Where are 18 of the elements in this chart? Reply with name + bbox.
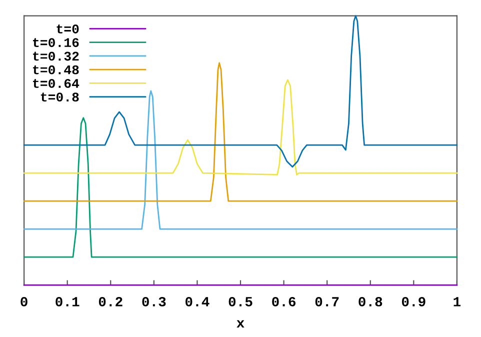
x-tick-label: 0.4 bbox=[186, 296, 210, 306]
x-tick-label: 0.8 bbox=[358, 296, 382, 306]
x-tick-label: 0.6 bbox=[272, 296, 296, 306]
x-tick-label: 0.5 bbox=[228, 296, 252, 306]
legend-label: t=0.8 bbox=[40, 92, 79, 102]
legend-label: t=0 bbox=[56, 24, 79, 34]
x-tick-label: 0.2 bbox=[98, 296, 122, 306]
x-tick-label: 0.7 bbox=[315, 296, 339, 306]
x-tick-label: 0.3 bbox=[142, 296, 166, 306]
x-axis-title: x bbox=[236, 320, 244, 328]
x-tick-label: 1 bbox=[454, 297, 461, 306]
x-tick-label: 0.1 bbox=[56, 296, 80, 306]
legend-label: t=0.16 bbox=[33, 38, 79, 48]
x-tick-label: 0.9 bbox=[402, 296, 426, 306]
legend-label: t=0.48 bbox=[33, 65, 79, 74]
legend-label: t=0.32 bbox=[33, 52, 79, 61]
x-tick-label: 0 bbox=[20, 296, 28, 306]
legend-label: t=0.64 bbox=[33, 78, 80, 88]
